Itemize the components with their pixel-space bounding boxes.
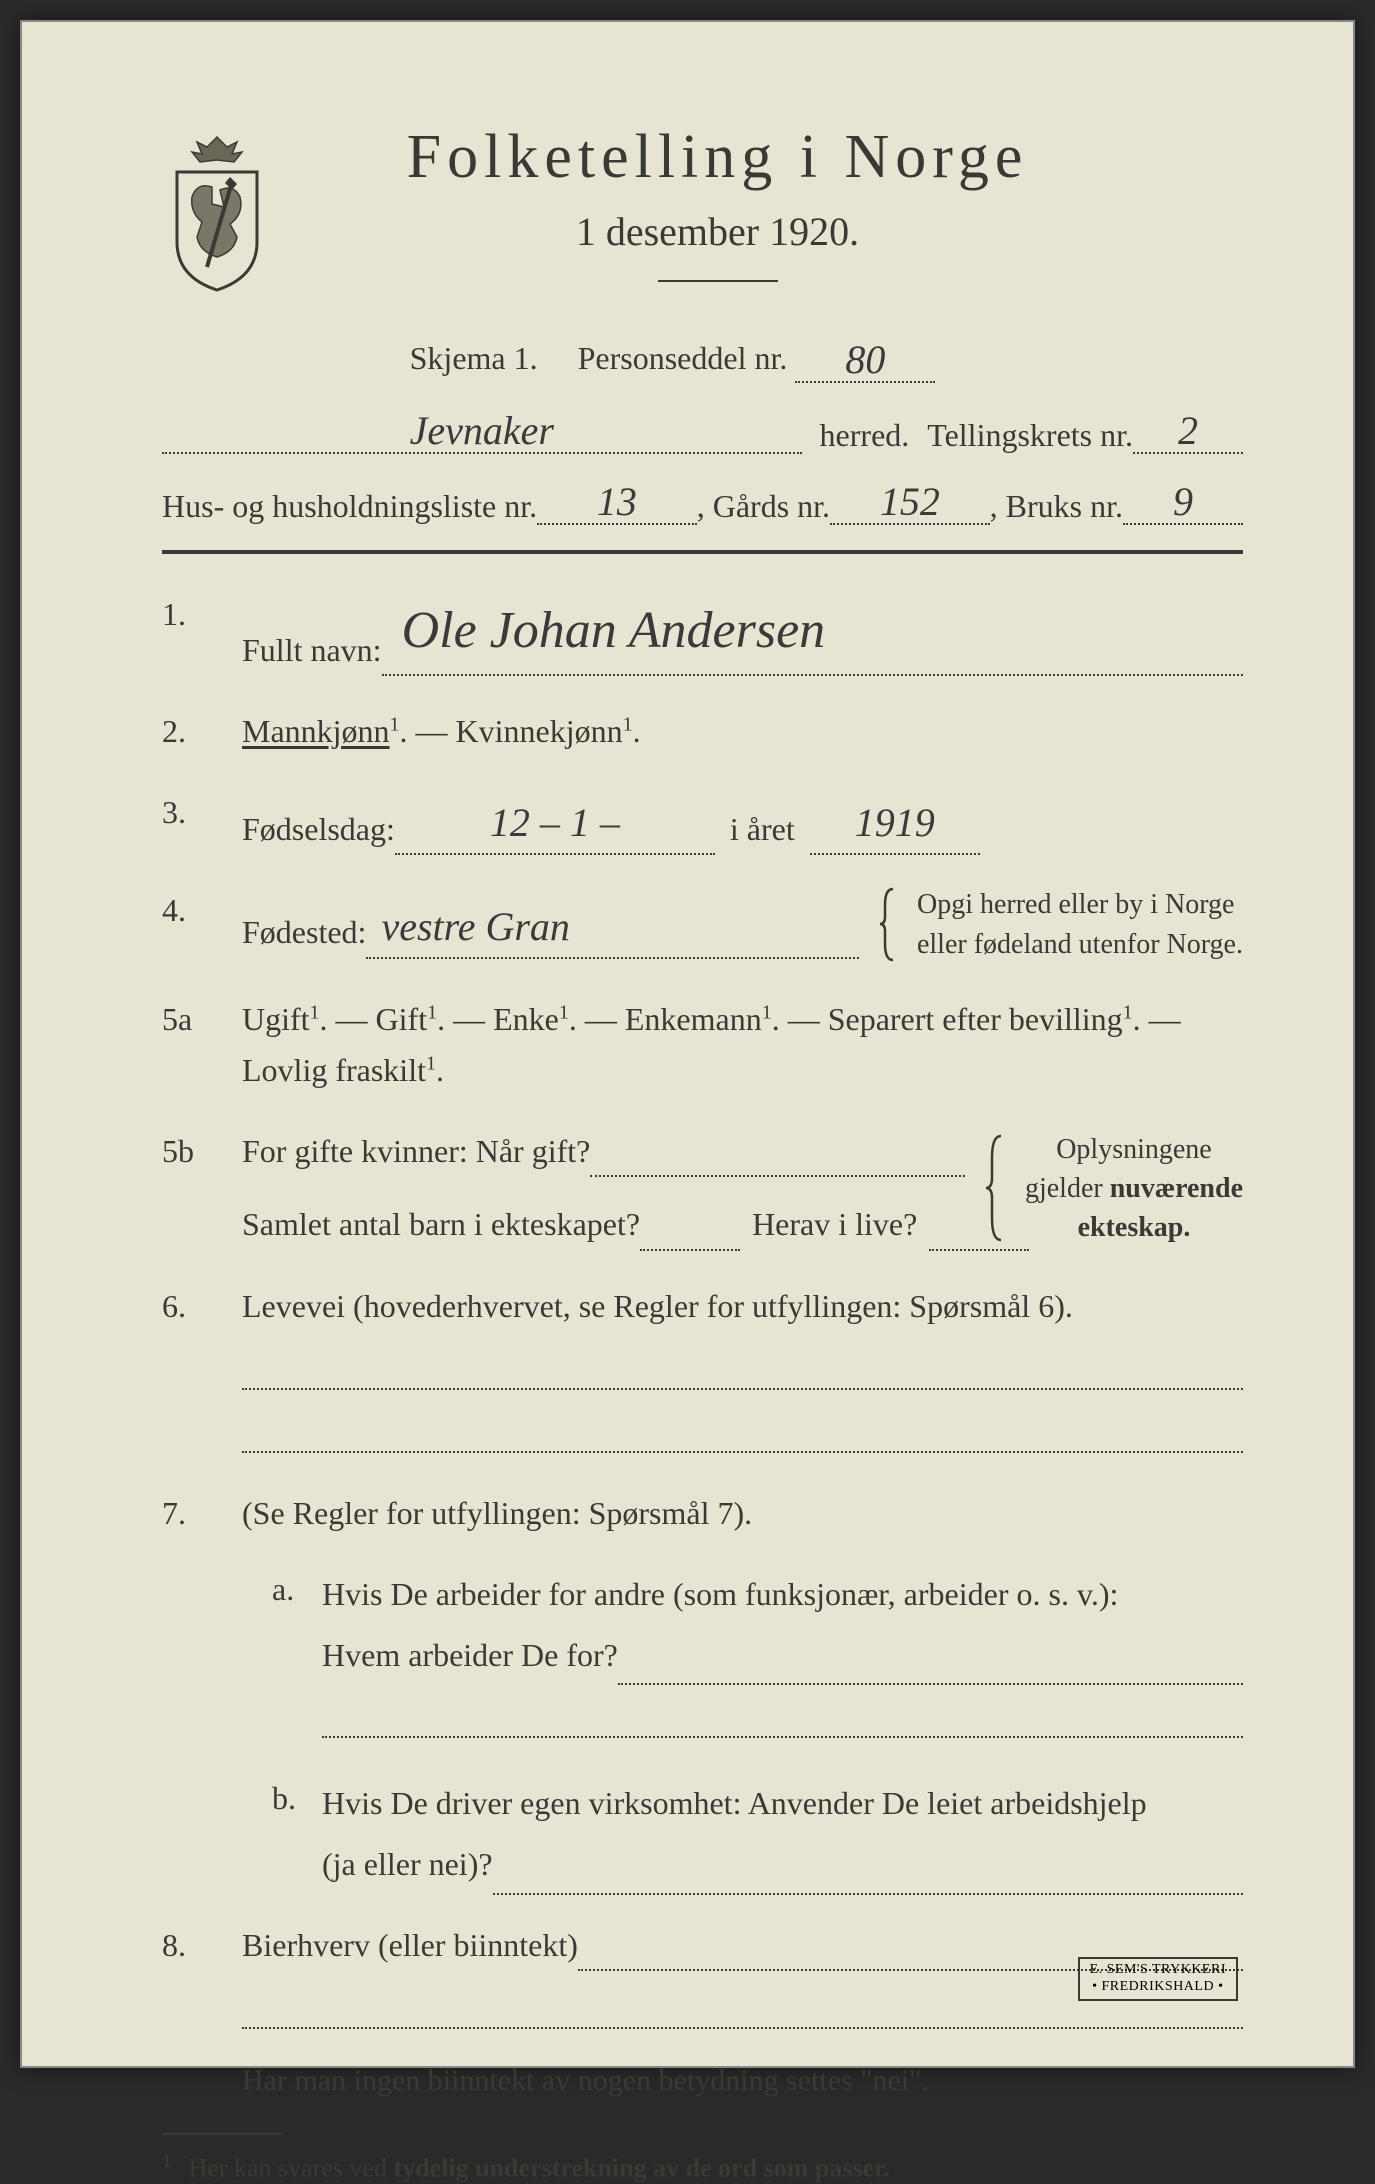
footnote-text-a: Her kan svares ved	[189, 2154, 394, 2183]
q2-num: 2.	[162, 706, 217, 757]
meta-personseddel: Skjema 1. Personseddel nr. 80	[162, 332, 1243, 383]
skjema-label: Skjema 1.	[410, 340, 538, 376]
q3-num: 3.	[162, 787, 217, 855]
printer-line2: • FREDRIKSHALD •	[1090, 1979, 1226, 1996]
q5b-line2a: Samlet antal barn i ekteskapet?	[242, 1199, 640, 1250]
q2-kvinne: Kvinnekjønn	[456, 713, 623, 749]
section-divider	[162, 550, 1243, 554]
footnote-marker: 1	[162, 2150, 172, 2172]
herred-label: herred.	[802, 417, 928, 454]
footnote-rule	[162, 2133, 282, 2135]
q7: 7. (Se Regler for utfyllingen: Spørsmål …	[162, 1488, 1243, 1905]
q4: 4. Fødested: vestre Gran Opgi herred ell…	[162, 885, 1243, 963]
title-divider	[658, 280, 778, 282]
q4-note1: Opgi herred eller by i Norge	[917, 885, 1243, 924]
q5a-num: 5a	[162, 994, 217, 1096]
main-title: Folketelling i Norge	[302, 122, 1133, 193]
q5b-note: Oplysningene gjelder nuværende ekteskap.	[1025, 1130, 1243, 1248]
q5b: 5b For gifte kvinner: Når gift? Samlet a…	[162, 1126, 1243, 1250]
q1: 1. Fullt navn: Ole Johan Andersen	[162, 589, 1243, 676]
q7a-text2: Hvem arbeider De for?	[322, 1625, 618, 1686]
q5b-num: 5b	[162, 1126, 217, 1250]
q6: 6. Levevei (hovederhvervet, se Regler fo…	[162, 1281, 1243, 1332]
q2: 2. Mannkjønn1. — Kvinnekjønn1.	[162, 706, 1243, 757]
q7a-text1: Hvis De arbeider for andre (som funksjon…	[322, 1564, 1243, 1625]
q4-label: Fødested:	[242, 907, 366, 958]
header: Folketelling i Norge 1 desember 1920.	[162, 122, 1243, 312]
q7-num: 7.	[162, 1488, 217, 1905]
q7b: b. Hvis De driver egen virksomhet: Anven…	[272, 1773, 1243, 1895]
coat-of-arms-icon	[162, 132, 272, 292]
note-bottom: Har man ingen biinntekt av nogen betydni…	[242, 2064, 1243, 2098]
q3-day: 12 – 1 –	[490, 800, 620, 845]
q6-num: 6.	[162, 1281, 217, 1332]
q5b-line1: For gifte kvinner: Når gift?	[242, 1126, 590, 1177]
q2-sep: —	[416, 713, 456, 749]
q7b-text1: Hvis De driver egen virksomhet: Anvender…	[322, 1773, 1243, 1834]
q8-label: Bierhverv (eller biinntekt)	[242, 1920, 578, 1971]
q3-year: 1919	[855, 800, 935, 845]
title-block: Folketelling i Norge 1 desember 1920.	[302, 122, 1243, 312]
q6-blank2	[242, 1425, 1243, 1453]
q3: 3. Fødselsdag: 12 – 1 – i året 1919	[162, 787, 1243, 855]
q4-note2: eller fødeland utenfor Norge.	[917, 925, 1243, 964]
footnote-text-b: tydelig understrekning av de ord som pas…	[394, 2154, 890, 2183]
printer-stamp: E. SEM'S TRYKKERI • FREDRIKSHALD •	[1078, 1957, 1238, 2001]
gards-value: 152	[880, 479, 940, 524]
herred-value: Jevnaker	[410, 408, 554, 453]
brace-icon	[879, 887, 897, 962]
personseddel-value: 80	[845, 337, 885, 382]
q7a: a. Hvis De arbeider for andre (som funks…	[272, 1564, 1243, 1764]
q5a: 5a Ugift1. — Gift1. — Enke1. — Enkemann1…	[162, 994, 1243, 1096]
q1-num: 1.	[162, 589, 217, 676]
tellingskrets-label: Tellingskrets nr.	[927, 417, 1133, 454]
q5b-note1: Oplysningene	[1025, 1130, 1243, 1169]
meta-herred: Jevnaker herred. Tellingskrets nr. 2	[162, 403, 1243, 454]
footnote: 1 Her kan svares ved tydelig understrekn…	[162, 2150, 1243, 2184]
q4-num: 4.	[162, 885, 217, 963]
q5a-options: Ugift1. — Gift1. — Enke1. — Enkemann1. —…	[242, 994, 1243, 1096]
q1-value: Ole Johan Andersen	[402, 602, 826, 659]
q7b-letter: b.	[272, 1773, 302, 1895]
q4-value: vestre Gran	[381, 904, 569, 949]
brace-icon	[985, 1133, 1005, 1243]
hus-label: Hus- og husholdningsliste nr.	[162, 488, 537, 525]
subtitle: 1 desember 1920.	[302, 208, 1133, 255]
q1-label: Fullt navn:	[242, 625, 382, 676]
tellingskrets-value: 2	[1178, 408, 1198, 453]
q8-num: 8.	[162, 1920, 217, 1971]
q5b-note3: ekteskap.	[1078, 1212, 1191, 1243]
bruks-label: , Bruks nr.	[990, 488, 1123, 525]
q7a-letter: a.	[272, 1564, 302, 1764]
q6-blank1	[242, 1362, 1243, 1390]
q2-mann: Mannkjønn	[242, 713, 390, 749]
q7b-text2: (ja eller nei)?	[322, 1834, 493, 1895]
q6-text: Levevei (hovederhvervet, se Regler for u…	[242, 1281, 1243, 1332]
document-page: Folketelling i Norge 1 desember 1920. Sk…	[20, 20, 1355, 2068]
hus-value: 13	[597, 479, 637, 524]
meta-hus: Hus- og husholdningsliste nr. 13 , Gårds…	[162, 474, 1243, 525]
q3-label: Fødselsdag:	[242, 804, 395, 855]
q7-intro: (Se Regler for utfyllingen: Spørsmål 7).	[242, 1488, 1243, 1539]
bruks-value: 9	[1173, 479, 1193, 524]
gards-label: , Gårds nr.	[697, 488, 830, 525]
q3-year-label: i året	[715, 804, 810, 855]
q5b-line2b: Herav i live?	[740, 1199, 929, 1250]
printer-line1: E. SEM'S TRYKKERI	[1090, 1962, 1226, 1979]
personseddel-label: Personseddel nr.	[578, 340, 788, 376]
q4-note: Opgi herred eller by i Norge eller fødel…	[917, 885, 1243, 963]
q8-blank	[242, 2001, 1243, 2029]
q7a-blank	[322, 1710, 1243, 1738]
